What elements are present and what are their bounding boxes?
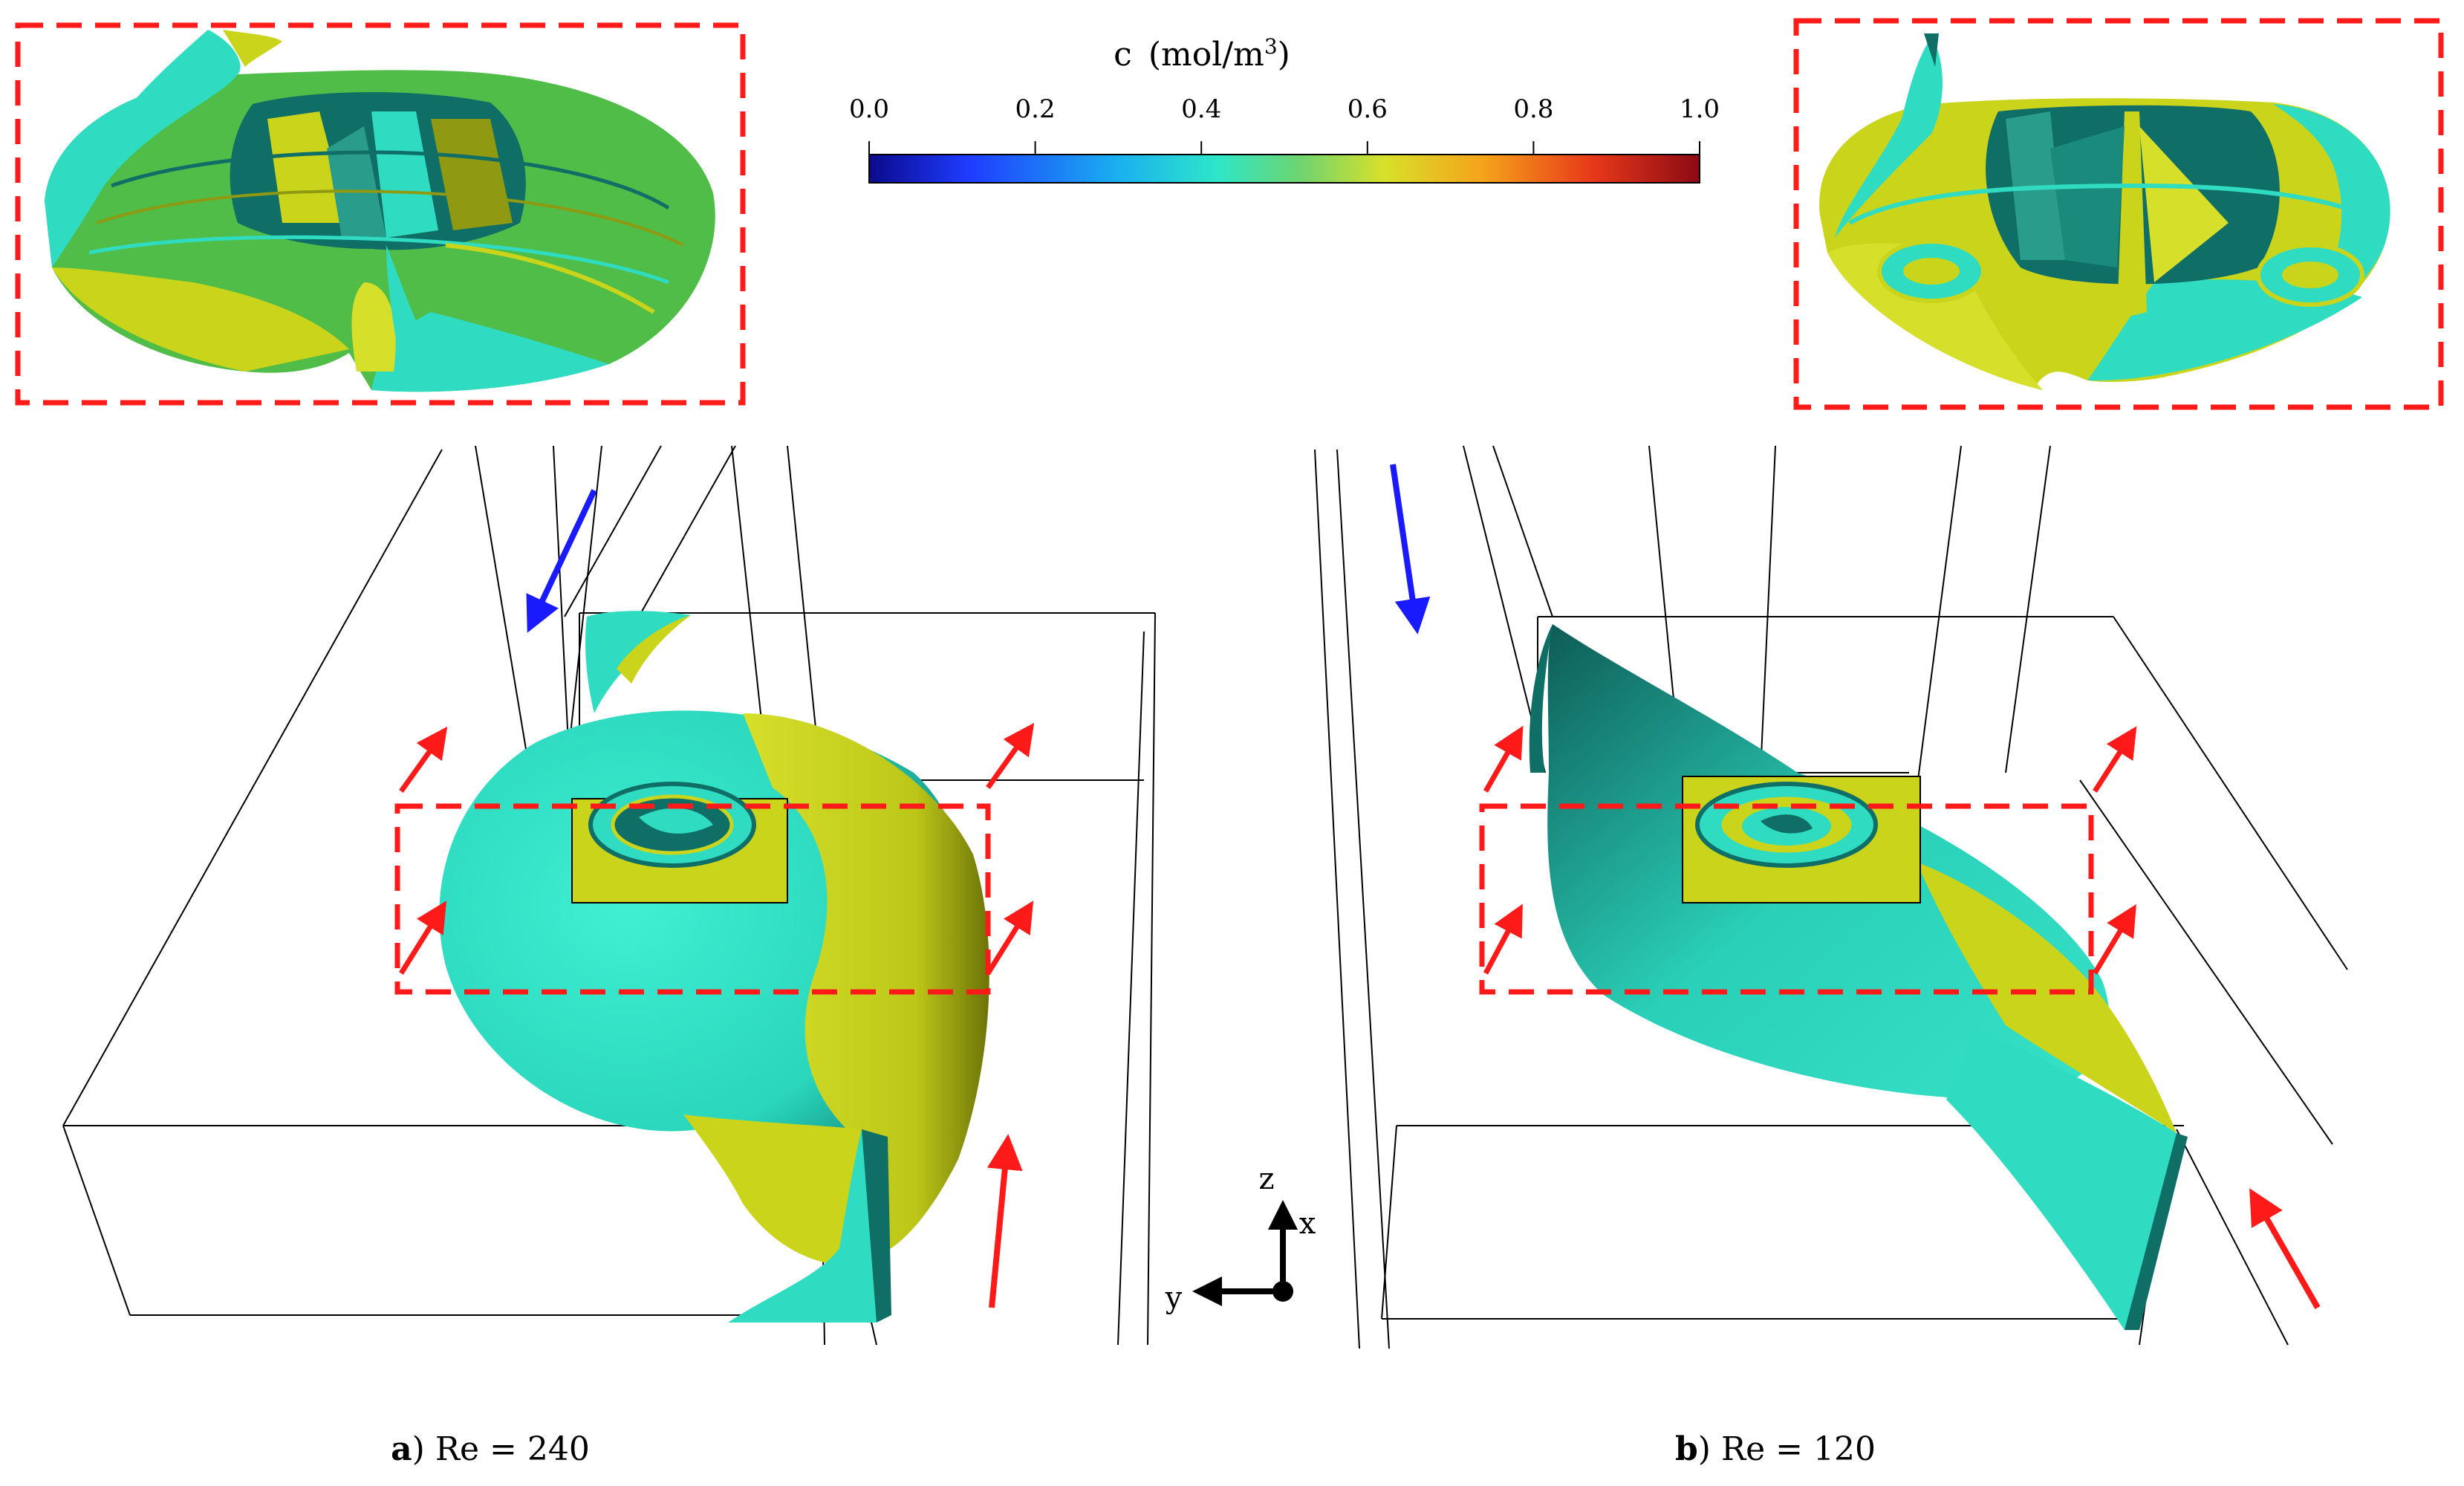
panel-b	[1314, 445, 2348, 1349]
colorbar-tick-label: 0.8	[1513, 94, 1553, 124]
axes-triad: z x y	[1165, 1162, 1316, 1315]
panel-a-outlet-arrow	[526, 489, 597, 633]
panel-b-caption: b) Re = 120	[1675, 1430, 1876, 1468]
colorbar-tick-label: 1.0	[1680, 94, 1720, 124]
inset-a-zoom	[15, 22, 746, 406]
panel-b-inlet-arrow	[2249, 1188, 2321, 1309]
panel-a-inlet-arrow	[399, 901, 447, 975]
panel-a-surface-yellow	[743, 713, 989, 1256]
colorbar-unit-open: (mol/m	[1148, 36, 1264, 74]
axis-label-z: z	[1258, 1162, 1274, 1196]
colorbar-gradient	[868, 154, 1700, 184]
panel-a-highlight-box	[394, 803, 991, 995]
axis-label-y: y	[1165, 1281, 1183, 1315]
panel-b-tail	[1946, 1025, 2177, 1330]
colorbar-unit-close: )	[1278, 36, 1290, 74]
colorbar-tick-label: 0.0	[849, 94, 889, 124]
panel-a-inlet-arrow	[986, 901, 1034, 975]
panel-b-inlet-arrow	[1483, 903, 1523, 975]
axis-label-x: x	[1299, 1207, 1316, 1241]
colorbar-tick-label: 0.4	[1181, 94, 1221, 124]
panel-a-inlet-arrow	[399, 726, 448, 794]
colorbar-title: c (mol/m3)	[1114, 34, 1290, 74]
panel-a-inlet-arrow	[986, 722, 1035, 790]
panel-b-highlight-box	[1479, 803, 2094, 995]
colorbar-unit-sup: 3	[1264, 34, 1278, 59]
colorbar-tick-label: 0.2	[1015, 94, 1056, 124]
panel-b-outlet-arrow	[1390, 464, 1431, 635]
panel-a-inlet-arrow	[986, 1134, 1023, 1308]
panel-b-inlet-arrow	[2092, 903, 2136, 975]
inset-b-zoom	[1793, 18, 2444, 410]
panel-b-inlet-arrow	[1483, 725, 1524, 793]
colorbar-variable: c	[1114, 36, 1132, 74]
panel-a	[62, 445, 1156, 1346]
colorbar-tick-label: 0.6	[1348, 94, 1388, 124]
colorbar: c (mol/m3) 0.0 0.2 0.4 0.6 0.8 1.0	[849, 34, 1720, 184]
panel-b-inlet-arrow	[2093, 726, 2137, 793]
panel-a-caption: a) Re = 240	[391, 1430, 590, 1468]
